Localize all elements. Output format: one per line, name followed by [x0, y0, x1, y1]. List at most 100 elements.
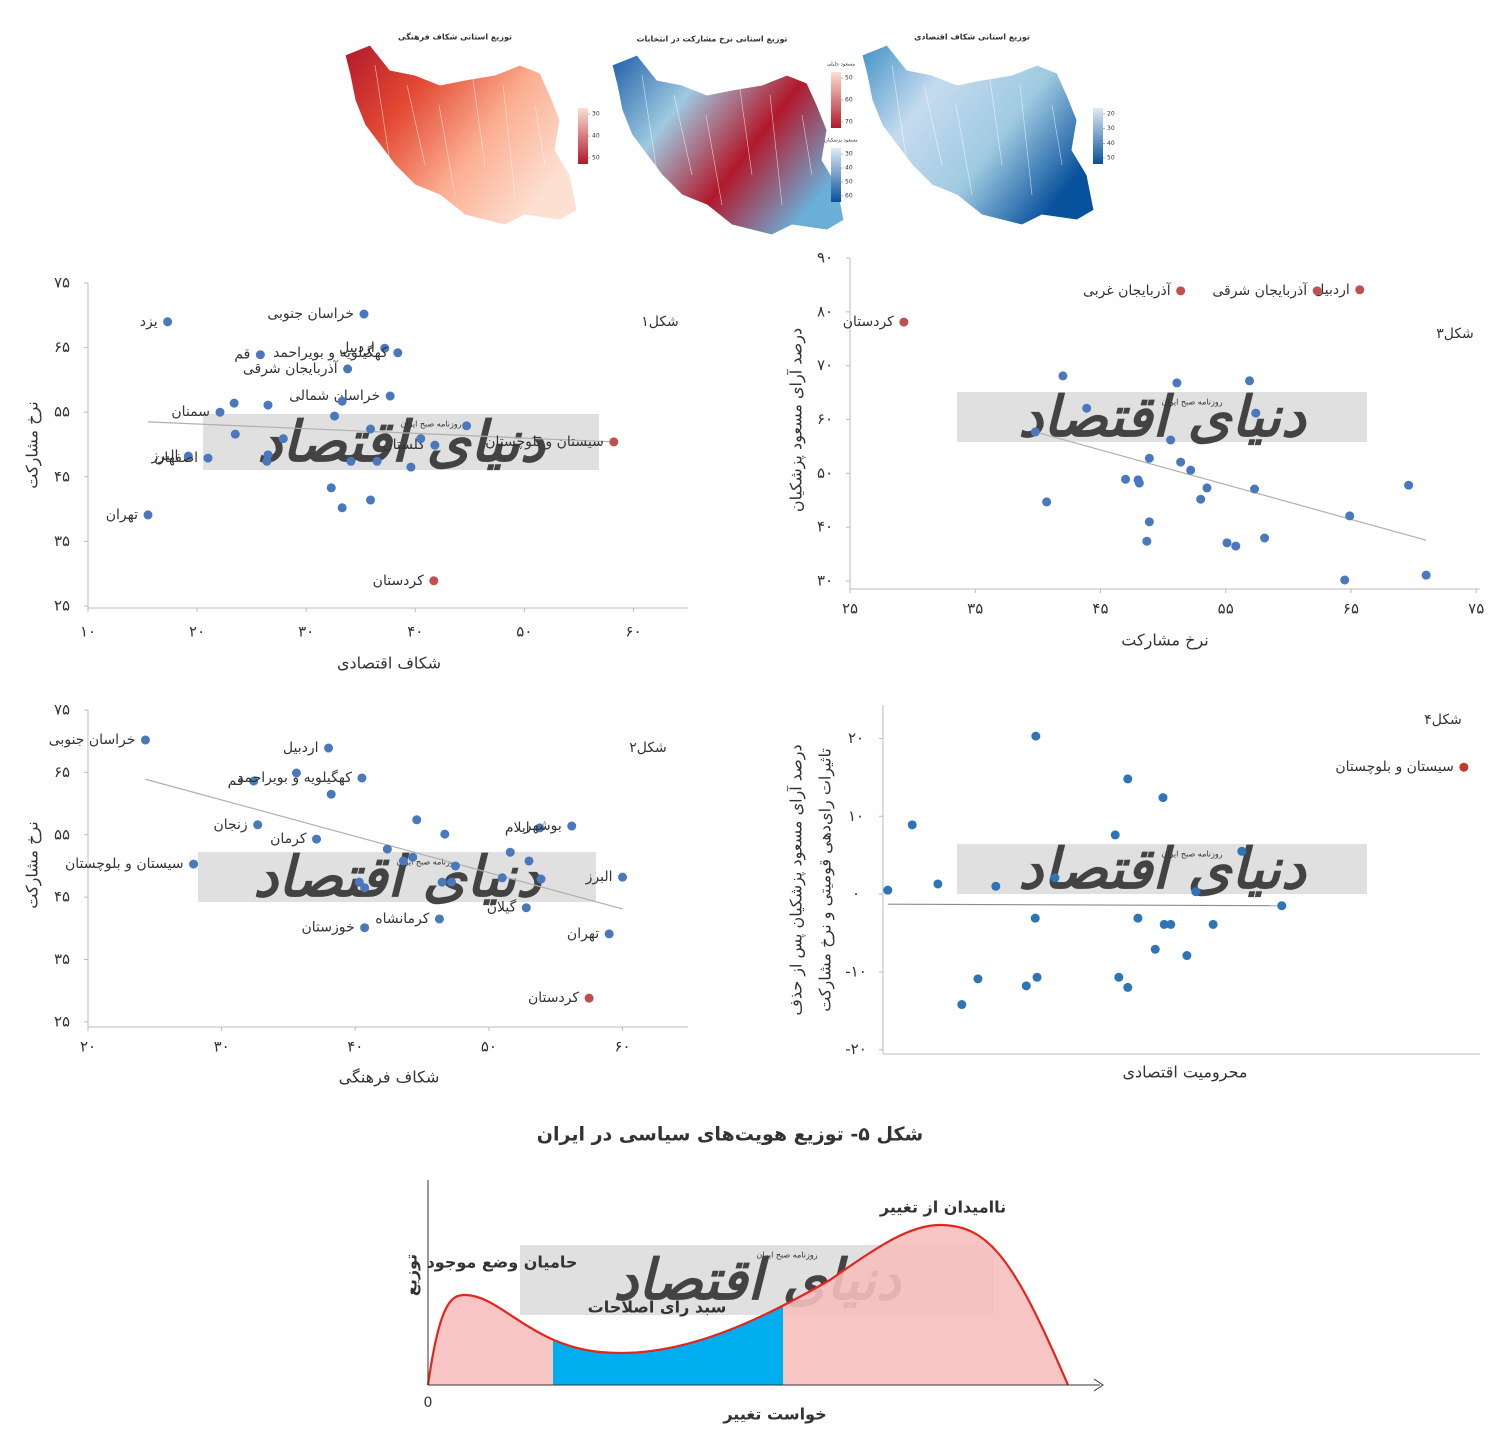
point	[1245, 376, 1255, 386]
colorbar-tick-label: 60	[845, 193, 853, 200]
colorbar-tick-label: 30	[1107, 125, 1115, 132]
map-shape	[861, 44, 1095, 226]
watermark: دنیای اقتصاد	[1018, 385, 1307, 450]
y-tick-label: ۵۵	[54, 403, 70, 421]
point	[1345, 511, 1355, 521]
y-axis-title: نرخ مشارکت	[23, 821, 43, 908]
province-border	[673, 94, 693, 176]
x-axis-title: شکاف اقتصادی	[337, 654, 441, 673]
point	[326, 483, 336, 493]
x-tick-label: ۲۵	[842, 600, 858, 618]
point-label: خراسان جنوبی	[49, 732, 136, 748]
colorbar-tick-label: 20	[1107, 111, 1115, 118]
province-border	[955, 104, 973, 196]
point	[440, 829, 450, 839]
point-label: تهران	[567, 926, 599, 942]
x-tick-label: ۳۰	[214, 1038, 230, 1056]
province-border	[769, 94, 783, 206]
y-axis-title: تاثیرات رای‌دهی قومیتی و نرخ مشارکت	[816, 748, 836, 1012]
x-tick-label: ۴۵	[1092, 600, 1108, 618]
point	[933, 879, 943, 889]
point	[343, 364, 353, 374]
point	[1123, 774, 1133, 784]
point	[253, 820, 263, 830]
point	[1032, 972, 1042, 982]
point-label: البرز	[150, 448, 178, 464]
point	[907, 820, 917, 830]
point	[1251, 408, 1261, 418]
point	[372, 456, 382, 466]
point	[521, 903, 531, 913]
point	[462, 421, 472, 431]
y-tick-label: -۱۰	[845, 962, 867, 980]
y-tick-label: ۷۰	[817, 356, 833, 374]
point	[1222, 538, 1232, 548]
y-tick-label: -۲۰	[845, 1040, 867, 1058]
y-tick-label: ۵۰	[817, 464, 833, 482]
point	[524, 856, 534, 866]
y-tick-label: ۲۵	[54, 597, 70, 615]
x-tick-label: ۳۵	[967, 600, 983, 618]
point	[359, 309, 369, 319]
point-label: کردستان	[373, 573, 424, 589]
point	[163, 317, 173, 327]
province-border	[705, 114, 723, 206]
point	[1176, 457, 1186, 467]
point-label: سیستان و بلوچستان	[485, 434, 604, 450]
point	[957, 1000, 967, 1010]
point	[357, 773, 367, 783]
map-title: توزیع استانی شکاف اقتصادی	[914, 33, 1030, 42]
point	[1133, 913, 1143, 923]
point-label: گیلان	[487, 899, 517, 916]
point	[434, 914, 444, 924]
point	[1186, 465, 1196, 475]
watermark-sub: روزنامه صبح ایران	[396, 858, 457, 867]
origin-label: 0	[424, 1395, 433, 1411]
y-tick-label: ۷۵	[54, 274, 70, 292]
point	[1277, 901, 1287, 911]
y-axis-title: درصد آرای مسعود پزشکیان پس از حذف	[787, 744, 807, 1015]
y-tick-label: ۲۰	[848, 729, 864, 747]
colorbar	[831, 148, 841, 202]
watermark: دنیای اقتصاد	[257, 410, 546, 475]
point	[1231, 541, 1241, 551]
x-axis-title: محرومیت اقتصادی	[1123, 1063, 1248, 1083]
distribution-area	[428, 1225, 1068, 1385]
point	[535, 823, 545, 833]
point	[330, 411, 340, 421]
point	[437, 877, 447, 887]
point-label: اردبیل	[339, 340, 375, 356]
point	[366, 495, 376, 505]
point	[1159, 919, 1169, 929]
x-tick-label: ۷۵	[1468, 600, 1484, 618]
figure-label: شکل۳	[1436, 326, 1474, 342]
point	[618, 872, 628, 882]
x-axis-arrow	[1093, 1378, 1104, 1392]
x-tick-label: ۱۰	[80, 623, 96, 641]
x-tick-label: ۲۰	[189, 623, 205, 641]
point	[497, 873, 507, 883]
point	[337, 396, 347, 406]
map-shape	[611, 54, 845, 236]
point-label: کرمان	[270, 831, 307, 847]
map-title: توزیع استانی شکاف فرهنگی	[398, 32, 512, 42]
point	[360, 923, 370, 933]
point-label: گلستان	[382, 436, 425, 453]
point	[1340, 575, 1350, 585]
y-tick-label: ۵۵	[54, 825, 70, 843]
province-border	[534, 104, 546, 166]
point	[446, 877, 456, 887]
point	[1030, 913, 1040, 923]
point	[366, 424, 376, 434]
x-axis-title: شکاف فرهنگی	[339, 1068, 440, 1088]
point	[1142, 536, 1152, 546]
point	[346, 456, 356, 466]
point	[312, 834, 322, 844]
colorbar-tick-label: 40	[1107, 140, 1115, 147]
distribution-curve	[426, 1223, 1070, 1386]
annotation: ناامیدان از تغییر	[879, 1198, 1006, 1217]
point-label: خراسان شمالی	[289, 388, 380, 404]
point	[1182, 951, 1192, 961]
province-border	[923, 84, 943, 166]
point	[382, 844, 392, 854]
